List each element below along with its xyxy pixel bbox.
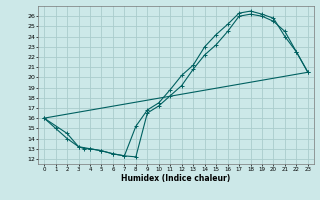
X-axis label: Humidex (Indice chaleur): Humidex (Indice chaleur)	[121, 174, 231, 183]
